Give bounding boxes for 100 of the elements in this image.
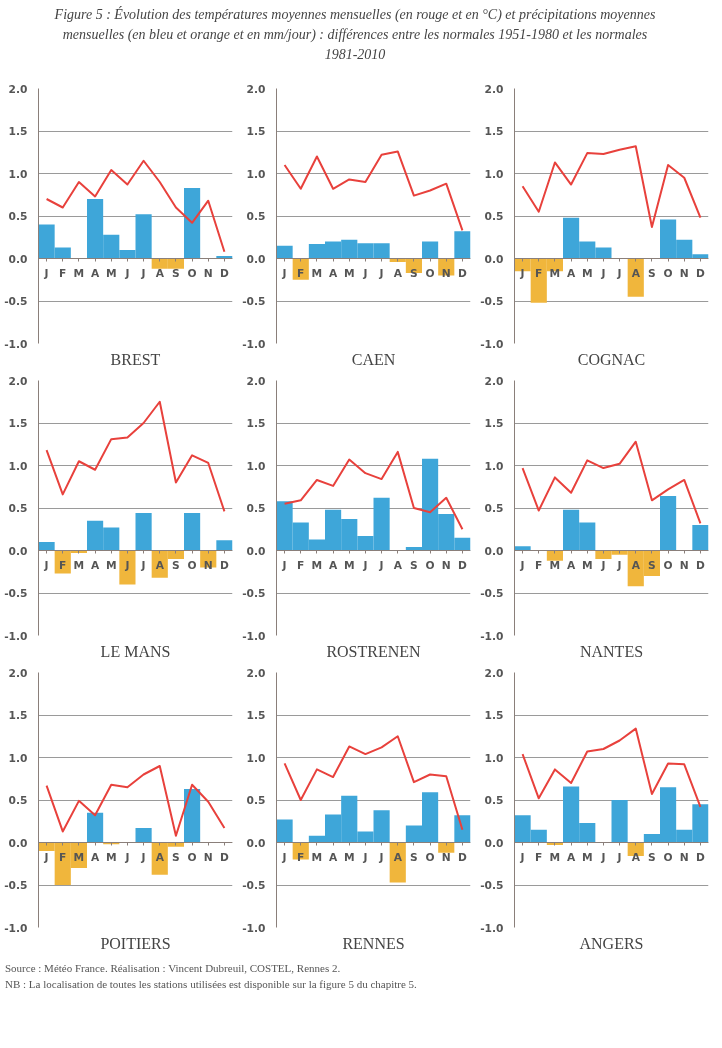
- x-tick-label: J: [600, 266, 606, 280]
- x-tick-label: M: [343, 850, 355, 864]
- x-tick-label: S: [172, 850, 180, 864]
- x-tick-label: F: [59, 266, 67, 280]
- y-tick-label: -1.0: [4, 629, 28, 643]
- x-tick-label: J: [362, 558, 368, 572]
- y-tick-label: 0.0: [8, 544, 28, 558]
- x-tick-label: J: [600, 850, 606, 864]
- y-tick-label: 1.5: [484, 125, 504, 138]
- x-tick-label: A: [566, 558, 576, 572]
- y-tick-label: 0.5: [246, 794, 266, 807]
- x-tick-label: J: [281, 558, 287, 572]
- x-tick-label: M: [581, 266, 593, 280]
- x-tick-label: N: [679, 850, 689, 864]
- x-tick-label: J: [140, 266, 146, 280]
- y-tick-label: -0.5: [4, 587, 28, 600]
- y-tick-label: -0.5: [242, 587, 266, 600]
- x-tick-label: A: [631, 266, 641, 280]
- x-tick-label: D: [457, 558, 467, 572]
- y-tick-label: 1.5: [8, 417, 28, 430]
- y-tick-label: 0.5: [246, 502, 266, 515]
- y-tick-label: 1.0: [246, 167, 266, 181]
- x-axis-title: POITIERS: [100, 934, 171, 952]
- x-tick-label: F: [59, 558, 67, 572]
- x-tick-label: F: [297, 266, 305, 280]
- y-tick-label: 2.0: [8, 82, 28, 96]
- x-tick-label: O: [187, 850, 197, 864]
- x-tick-label: J: [616, 558, 622, 572]
- y-tick-label: 2.0: [246, 666, 266, 680]
- y-tick-label: -0.5: [242, 295, 266, 308]
- x-tick-label: M: [343, 558, 355, 572]
- y-tick-label: -1.0: [4, 337, 28, 351]
- y-tick-label: 1.5: [8, 709, 28, 722]
- x-tick-label: J: [124, 558, 130, 572]
- x-tick-label: J: [43, 850, 49, 864]
- x-tick-label: F: [535, 266, 543, 280]
- x-tick-label: D: [695, 266, 705, 280]
- x-tick-label: M: [311, 266, 323, 280]
- x-tick-label: N: [441, 850, 451, 864]
- x-tick-label: S: [410, 558, 418, 572]
- y-tick-label: 2.0: [484, 374, 504, 388]
- y-tick-label: 1.0: [8, 167, 28, 181]
- x-axis-title: NANTES: [579, 642, 644, 660]
- x-axis-title: BREST: [110, 350, 161, 368]
- y-tick-label: 1.5: [484, 417, 504, 430]
- y-tick-label: 0.5: [8, 502, 28, 515]
- x-tick-label: F: [535, 850, 543, 864]
- x-tick-label: J: [616, 266, 622, 280]
- x-tick-label: A: [393, 266, 403, 280]
- y-tick-label: 1.0: [484, 459, 504, 473]
- y-tick-label: 1.5: [246, 417, 266, 430]
- x-tick-label: N: [203, 266, 213, 280]
- x-tick-label: A: [90, 558, 100, 572]
- y-tick-label: 0.5: [8, 210, 28, 223]
- y-tick-label: 1.5: [246, 125, 266, 138]
- x-tick-label: J: [124, 266, 130, 280]
- x-tick-label: N: [679, 558, 689, 572]
- x-tick-label: J: [378, 850, 384, 864]
- x-tick-label: A: [393, 850, 403, 864]
- y-tick-label: -0.5: [480, 879, 504, 892]
- y-tick-label: 2.0: [484, 82, 504, 96]
- x-tick-label: J: [281, 850, 287, 864]
- x-axis-title: ROSTRENEN: [326, 642, 422, 660]
- x-tick-label: D: [457, 850, 467, 864]
- x-tick-label: A: [631, 558, 641, 572]
- x-tick-label: S: [172, 558, 180, 572]
- x-tick-label: A: [155, 850, 165, 864]
- x-tick-label: M: [73, 266, 85, 280]
- x-tick-label: M: [311, 850, 323, 864]
- y-tick-label: 2.0: [246, 82, 266, 96]
- x-tick-label: O: [663, 266, 673, 280]
- x-tick-label: A: [155, 266, 165, 280]
- x-tick-label: J: [378, 266, 384, 280]
- x-tick-label: J: [140, 850, 146, 864]
- x-tick-label: M: [549, 850, 561, 864]
- x-tick-label: M: [343, 266, 355, 280]
- text: NB : La localisation de toutes les stations utilisées est disponible sur la figure 5 du chapitre 5.: [5, 977, 417, 990]
- x-tick-label: A: [155, 558, 165, 572]
- x-tick-label: O: [663, 558, 673, 572]
- x-tick-label: M: [105, 558, 117, 572]
- y-tick-label: -1.0: [4, 921, 28, 935]
- x-tick-label: F: [535, 558, 543, 572]
- x-tick-label: J: [616, 850, 622, 864]
- x-tick-label: J: [43, 266, 49, 280]
- x-tick-label: O: [425, 266, 435, 280]
- x-tick-label: D: [219, 558, 229, 572]
- x-tick-label: O: [187, 558, 197, 572]
- x-tick-label: J: [281, 266, 287, 280]
- y-tick-label: 2.0: [484, 666, 504, 680]
- x-tick-label: N: [441, 558, 451, 572]
- y-tick-label: 0.0: [8, 836, 28, 850]
- x-tick-label: D: [219, 266, 229, 280]
- x-tick-label: M: [549, 558, 561, 572]
- x-tick-label: D: [219, 850, 229, 864]
- y-tick-label: -0.5: [4, 879, 28, 892]
- y-tick-label: -0.5: [4, 295, 28, 308]
- y-tick-label: -0.5: [242, 879, 266, 892]
- y-tick-label: 0.0: [8, 252, 28, 266]
- y-tick-label: 0.0: [484, 544, 504, 558]
- x-tick-label: J: [600, 558, 606, 572]
